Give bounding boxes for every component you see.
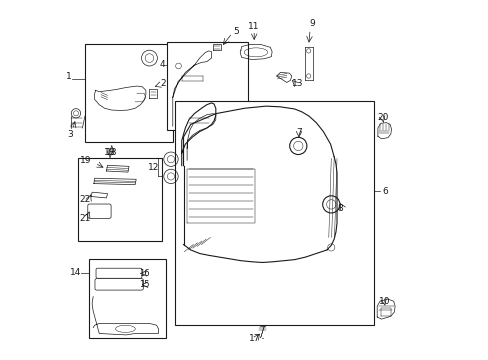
Text: 7: 7 xyxy=(296,128,302,137)
Bar xyxy=(88,259,165,338)
Text: 19: 19 xyxy=(80,157,92,166)
Text: 20: 20 xyxy=(376,113,388,122)
Text: 13: 13 xyxy=(292,80,303,89)
Text: 18: 18 xyxy=(106,148,117,157)
Text: 22: 22 xyxy=(79,195,90,204)
Text: 16: 16 xyxy=(139,269,150,278)
Text: 9: 9 xyxy=(308,19,314,28)
Text: 8: 8 xyxy=(337,204,343,213)
Text: 5: 5 xyxy=(233,27,239,36)
Text: 14: 14 xyxy=(69,268,81,277)
Text: 10: 10 xyxy=(378,297,389,306)
Text: 6: 6 xyxy=(382,187,387,196)
Text: 3: 3 xyxy=(67,130,73,139)
Text: 21: 21 xyxy=(79,214,90,223)
Text: 2: 2 xyxy=(160,80,165,89)
Text: 11: 11 xyxy=(248,22,260,31)
Text: 12: 12 xyxy=(148,163,159,172)
Text: 17: 17 xyxy=(248,334,260,343)
FancyBboxPatch shape xyxy=(95,279,143,290)
Bar xyxy=(167,42,247,130)
Text: 15: 15 xyxy=(139,280,150,289)
FancyBboxPatch shape xyxy=(96,268,142,278)
Bar xyxy=(85,44,172,142)
Text: 4: 4 xyxy=(159,60,164,69)
Text: 18: 18 xyxy=(104,148,116,157)
Bar xyxy=(78,158,162,241)
FancyBboxPatch shape xyxy=(88,204,111,219)
Bar xyxy=(174,101,373,325)
Text: 1: 1 xyxy=(66,72,72,81)
